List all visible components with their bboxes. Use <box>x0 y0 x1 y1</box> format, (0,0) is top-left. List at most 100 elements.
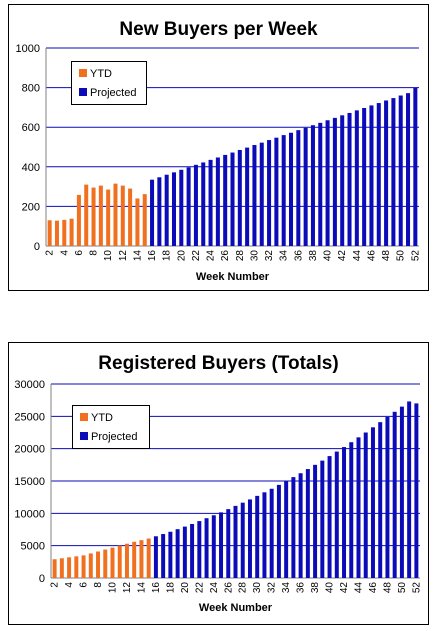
x-tick-label: 26 <box>223 582 234 594</box>
bar <box>342 447 347 578</box>
bar <box>52 559 57 578</box>
bar <box>414 403 419 578</box>
x-axis-title: Week Number <box>196 271 270 283</box>
bar <box>182 526 187 578</box>
bar <box>230 152 235 246</box>
x-tick-label: 16 <box>151 582 162 594</box>
bar <box>320 460 325 578</box>
x-tick-label: 44 <box>352 250 363 262</box>
bar <box>91 187 96 246</box>
bar <box>406 93 411 246</box>
x-tick-label: 12 <box>122 582 133 594</box>
chart-title: New Buyers per Week <box>119 19 318 40</box>
bar <box>146 538 151 578</box>
bar <box>281 135 286 246</box>
bar <box>255 495 260 578</box>
x-tick-label: 46 <box>366 250 377 262</box>
bar <box>384 100 389 246</box>
bar <box>247 499 252 578</box>
bar <box>327 456 332 578</box>
bar <box>215 157 220 246</box>
bar <box>291 477 296 578</box>
bar <box>69 218 74 246</box>
bar <box>124 543 129 578</box>
bar <box>284 481 289 578</box>
x-tick-label: 38 <box>310 582 321 594</box>
x-tick-label: 20 <box>180 582 191 594</box>
bar <box>252 145 257 246</box>
x-tick-label: 42 <box>339 582 350 594</box>
x-tick-label: 14 <box>136 582 147 594</box>
projected-swatch <box>80 432 88 441</box>
bar <box>369 105 374 246</box>
bar <box>262 492 267 578</box>
x-tick-label: 4 <box>64 582 75 588</box>
x-tick-label: 28 <box>238 582 249 594</box>
legend-item-projected: Projected <box>80 431 137 443</box>
bar <box>296 130 301 246</box>
x-tick-label: 38 <box>308 250 319 262</box>
y-tick-label: 0 <box>34 241 40 253</box>
x-tick-label: 2 <box>50 582 61 588</box>
bar <box>269 488 274 578</box>
x-tick-label: 26 <box>220 250 231 262</box>
y-tick-label: 20000 <box>14 444 45 456</box>
x-tick-label: 20 <box>176 250 187 262</box>
bar <box>84 184 89 246</box>
bar <box>392 411 397 578</box>
bar <box>391 98 396 247</box>
x-tick-label: 28 <box>235 250 246 262</box>
legend-label: Projected <box>91 431 138 443</box>
bar <box>276 484 281 578</box>
y-tick-label: 0 <box>39 573 45 585</box>
y-tick-label: 30000 <box>14 379 45 391</box>
legend-label: YTD <box>91 412 113 424</box>
bar <box>310 125 315 246</box>
bar <box>237 149 242 246</box>
bar <box>59 558 64 578</box>
legend-item-ytd: YTD <box>80 412 113 424</box>
x-tick-label: 2 <box>45 250 56 256</box>
x-tick-label: 4 <box>59 250 70 256</box>
x-tick-label: 42 <box>337 250 348 262</box>
x-tick-label: 12 <box>118 250 129 262</box>
bar <box>267 140 272 246</box>
x-tick-label: 40 <box>325 582 336 594</box>
bar <box>226 509 231 578</box>
bar <box>88 553 93 578</box>
x-tick-label: 8 <box>89 250 100 256</box>
bar <box>54 220 59 246</box>
x-tick-label: 48 <box>382 582 393 594</box>
ytd-swatch <box>79 69 87 78</box>
bar <box>356 437 361 578</box>
bar <box>349 442 354 578</box>
x-axis-title: Week Number <box>199 602 273 614</box>
bar <box>117 545 122 578</box>
bar <box>150 179 155 246</box>
legend-item-projected: Projected <box>79 87 136 99</box>
bar <box>96 551 101 578</box>
y-tick-label: 400 <box>22 162 40 174</box>
x-tick-label: 36 <box>293 250 304 262</box>
x-tick-label: 16 <box>147 250 158 262</box>
x-tick-label: 24 <box>206 250 217 262</box>
bar <box>98 185 103 246</box>
x-tick-label: 14 <box>132 250 143 262</box>
bar <box>376 103 381 246</box>
bar <box>298 473 303 578</box>
bar <box>208 159 213 246</box>
bar <box>142 194 147 246</box>
x-tick-label: 32 <box>267 582 278 594</box>
bar <box>204 518 209 578</box>
x-tick-label: 24 <box>209 582 220 594</box>
x-tick-label: 6 <box>74 250 85 256</box>
bar <box>135 198 140 246</box>
bar <box>385 416 390 578</box>
bar <box>113 183 118 246</box>
x-tick-label: 36 <box>296 582 307 594</box>
y-tick-label: 5000 <box>21 541 45 553</box>
x-tick-label: 44 <box>354 582 365 594</box>
x-tick-label: 22 <box>194 582 205 594</box>
x-tick-label: 30 <box>249 250 260 262</box>
